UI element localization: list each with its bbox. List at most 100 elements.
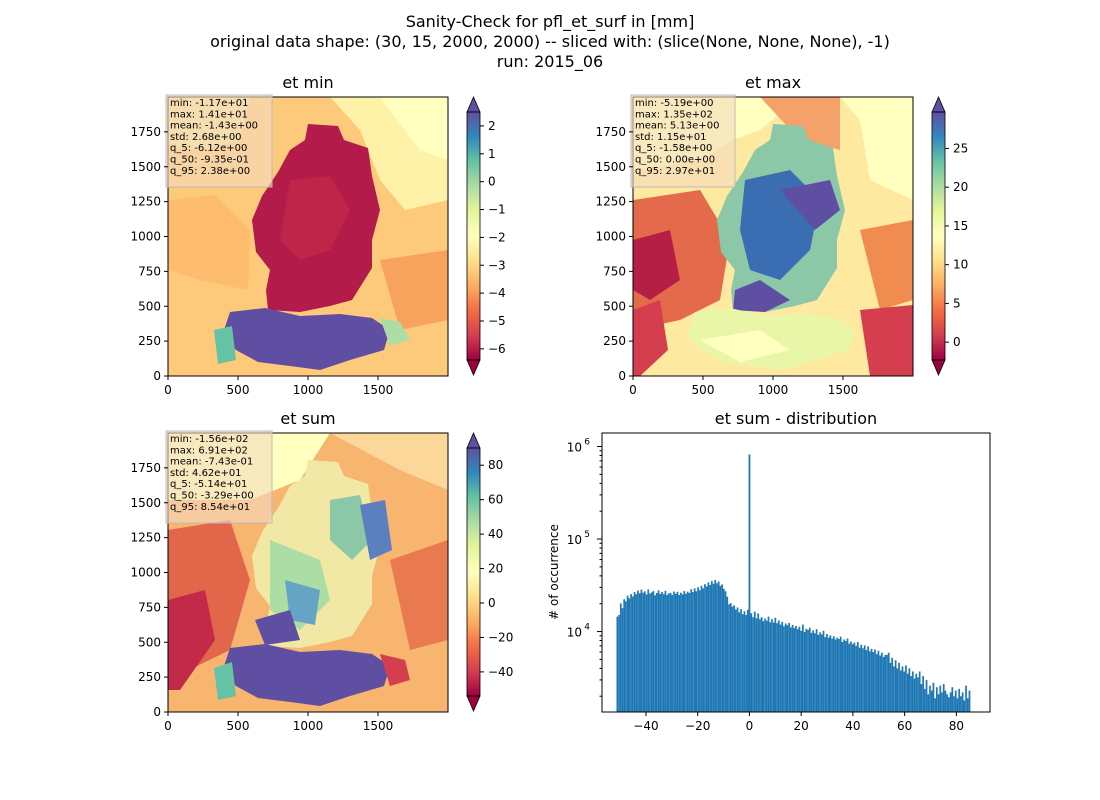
suptitle-line-3: run: 2015_06 [496, 52, 604, 71]
histogram-bar [923, 688, 926, 712]
y-tick-label: 0 [153, 369, 161, 383]
histogram-bar [839, 636, 842, 712]
colorbar-tick-label: −40 [488, 665, 513, 679]
y-tick-label: 1250 [595, 195, 626, 209]
histogram-bar [884, 654, 887, 712]
histogram-bar [771, 619, 773, 712]
histogram-bar [621, 608, 624, 712]
histogram-bar [767, 616, 770, 712]
histogram-bar [817, 634, 820, 712]
histogram-bar [661, 591, 663, 712]
stats-box [630, 94, 736, 188]
stats-line: std: 4.62e+01 [170, 468, 242, 479]
histogram-bar [903, 671, 906, 712]
histogram-bar [752, 617, 754, 712]
histogram-bar [881, 652, 883, 712]
histogram-bar [954, 690, 957, 712]
histogram-bar [645, 594, 648, 712]
histogram-bar [729, 603, 732, 712]
histogram-bar [930, 690, 933, 712]
histogram-bar [625, 601, 627, 712]
stats-line: mean: -7.43e-01 [170, 457, 253, 468]
histogram-bar [704, 584, 706, 712]
suptitle-line-2: original data shape: (30, 15, 2000, 2000… [210, 32, 890, 51]
histogram-bar [633, 592, 636, 712]
histogram-bar [741, 614, 744, 712]
histogram-bar [855, 645, 857, 712]
colorbar-tick-label: 15 [953, 219, 968, 233]
colorbar-extend-min [931, 359, 946, 377]
histogram-bar [810, 632, 813, 712]
histogram-bar [712, 583, 715, 712]
x-tick-label: 1500 [828, 383, 859, 397]
histogram-bar [685, 593, 687, 712]
histogram-bar [846, 638, 849, 712]
histogram-bar [762, 621, 765, 712]
histogram-bar [721, 584, 723, 712]
histogram-bar [800, 630, 803, 712]
histogram-bar [910, 676, 912, 712]
histogram-peak-bar [748, 454, 751, 712]
x-tick-label: 500 [227, 719, 250, 733]
alps-region [222, 308, 390, 370]
colorbar-tick-label: 10 [953, 258, 968, 272]
histogram-bar [743, 611, 746, 712]
x-tick-label: 0 [164, 383, 172, 397]
histogram-bar [669, 592, 672, 712]
histogram-bar [819, 632, 821, 712]
histogram-bar [932, 682, 935, 712]
histogram-bar [733, 605, 736, 712]
histogram-bar [688, 593, 691, 712]
colorbar-extend-min [466, 359, 481, 377]
histogram-bar [724, 591, 727, 712]
histogram-bar [862, 648, 864, 712]
colorbar-tick-label: −5 [488, 314, 506, 328]
panel-et-sum-distribution: et sum - distribution # of occurrence −4… [547, 409, 991, 733]
histogram-bar [745, 614, 748, 712]
histogram-bar [802, 624, 804, 712]
colorbar-tick-label: 1 [488, 147, 496, 161]
histogram-bar [736, 607, 739, 712]
x-tick-label: 0 [164, 719, 172, 733]
histogram-bar [944, 690, 947, 712]
histogram-bar [965, 685, 967, 712]
histogram-bar [960, 696, 962, 712]
histogram-bar [783, 626, 785, 712]
histogram-bar [757, 613, 760, 712]
histogram-bar [941, 692, 943, 712]
histogram-bar [922, 676, 924, 712]
histogram-bar [697, 587, 699, 712]
colorbar-tick-label: −3 [488, 258, 506, 272]
histogram-bar [850, 641, 852, 712]
histogram-bar [637, 590, 639, 712]
histogram-bar [619, 603, 622, 712]
histogram-bar [618, 614, 620, 712]
histogram-bar [879, 655, 882, 712]
stats-box [165, 430, 273, 524]
histogram-bar [759, 619, 761, 712]
histogram-bar [681, 594, 684, 712]
histogram-bar [760, 617, 763, 712]
axes-frame [601, 432, 991, 713]
y-tick-label: 1500 [130, 160, 161, 174]
histogram-bar [808, 627, 811, 712]
figure-suptitle: Sanity-Check for pfl_et_surf in [mm] ori… [0, 12, 1100, 72]
histogram-bar [875, 654, 878, 712]
histogram-bar [963, 700, 966, 712]
histogram-bar [942, 684, 945, 712]
histogram-bar [918, 671, 921, 712]
x-tick-label: 60 [897, 719, 912, 733]
histogram-bar [640, 589, 643, 712]
stats-line: max: 1.41e+01 [170, 109, 248, 120]
stats-line: max: 6.91e+02 [170, 445, 248, 456]
histogram-bar [668, 593, 670, 712]
histogram-bar [915, 673, 918, 712]
colorbar-tick-label: 2 [488, 119, 496, 133]
colorbar-gradient [932, 112, 945, 360]
x-axis: 0 500 1000 1500 [164, 712, 393, 733]
stats-line: std: 2.68e+00 [170, 132, 242, 143]
histogram-bar [848, 643, 851, 712]
histogram-bar [906, 673, 909, 712]
